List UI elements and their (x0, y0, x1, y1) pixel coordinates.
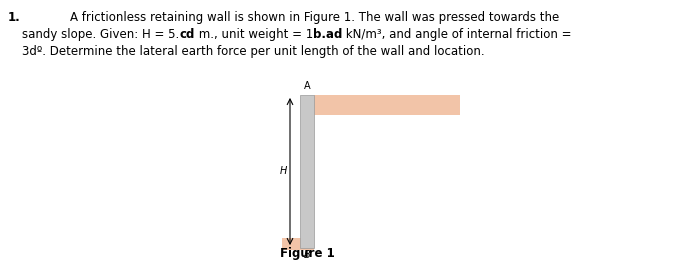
Text: B: B (303, 250, 310, 260)
Text: m., unit weight = 1: m., unit weight = 1 (195, 28, 313, 41)
Text: A: A (303, 81, 310, 91)
Text: cd: cd (180, 28, 195, 41)
Text: A frictionless retaining wall is shown in Figure 1. The wall was pressed towards: A frictionless retaining wall is shown i… (70, 11, 560, 24)
Text: sandy slope. Given: H = 5.: sandy slope. Given: H = 5. (22, 28, 180, 41)
Bar (314, 95, 460, 115)
Text: 3dº. Determine the lateral earth force per unit length of the wall and location.: 3dº. Determine the lateral earth force p… (22, 45, 484, 58)
Bar (300, 95, 314, 248)
Text: kN/m³, and angle of internal friction =: kN/m³, and angle of internal friction = (342, 28, 571, 41)
Bar (282, 238, 314, 250)
Text: Figure 1: Figure 1 (280, 247, 334, 260)
Text: 1.: 1. (8, 11, 21, 24)
Text: H: H (280, 166, 287, 176)
Text: b.ad: b.ad (313, 28, 342, 41)
